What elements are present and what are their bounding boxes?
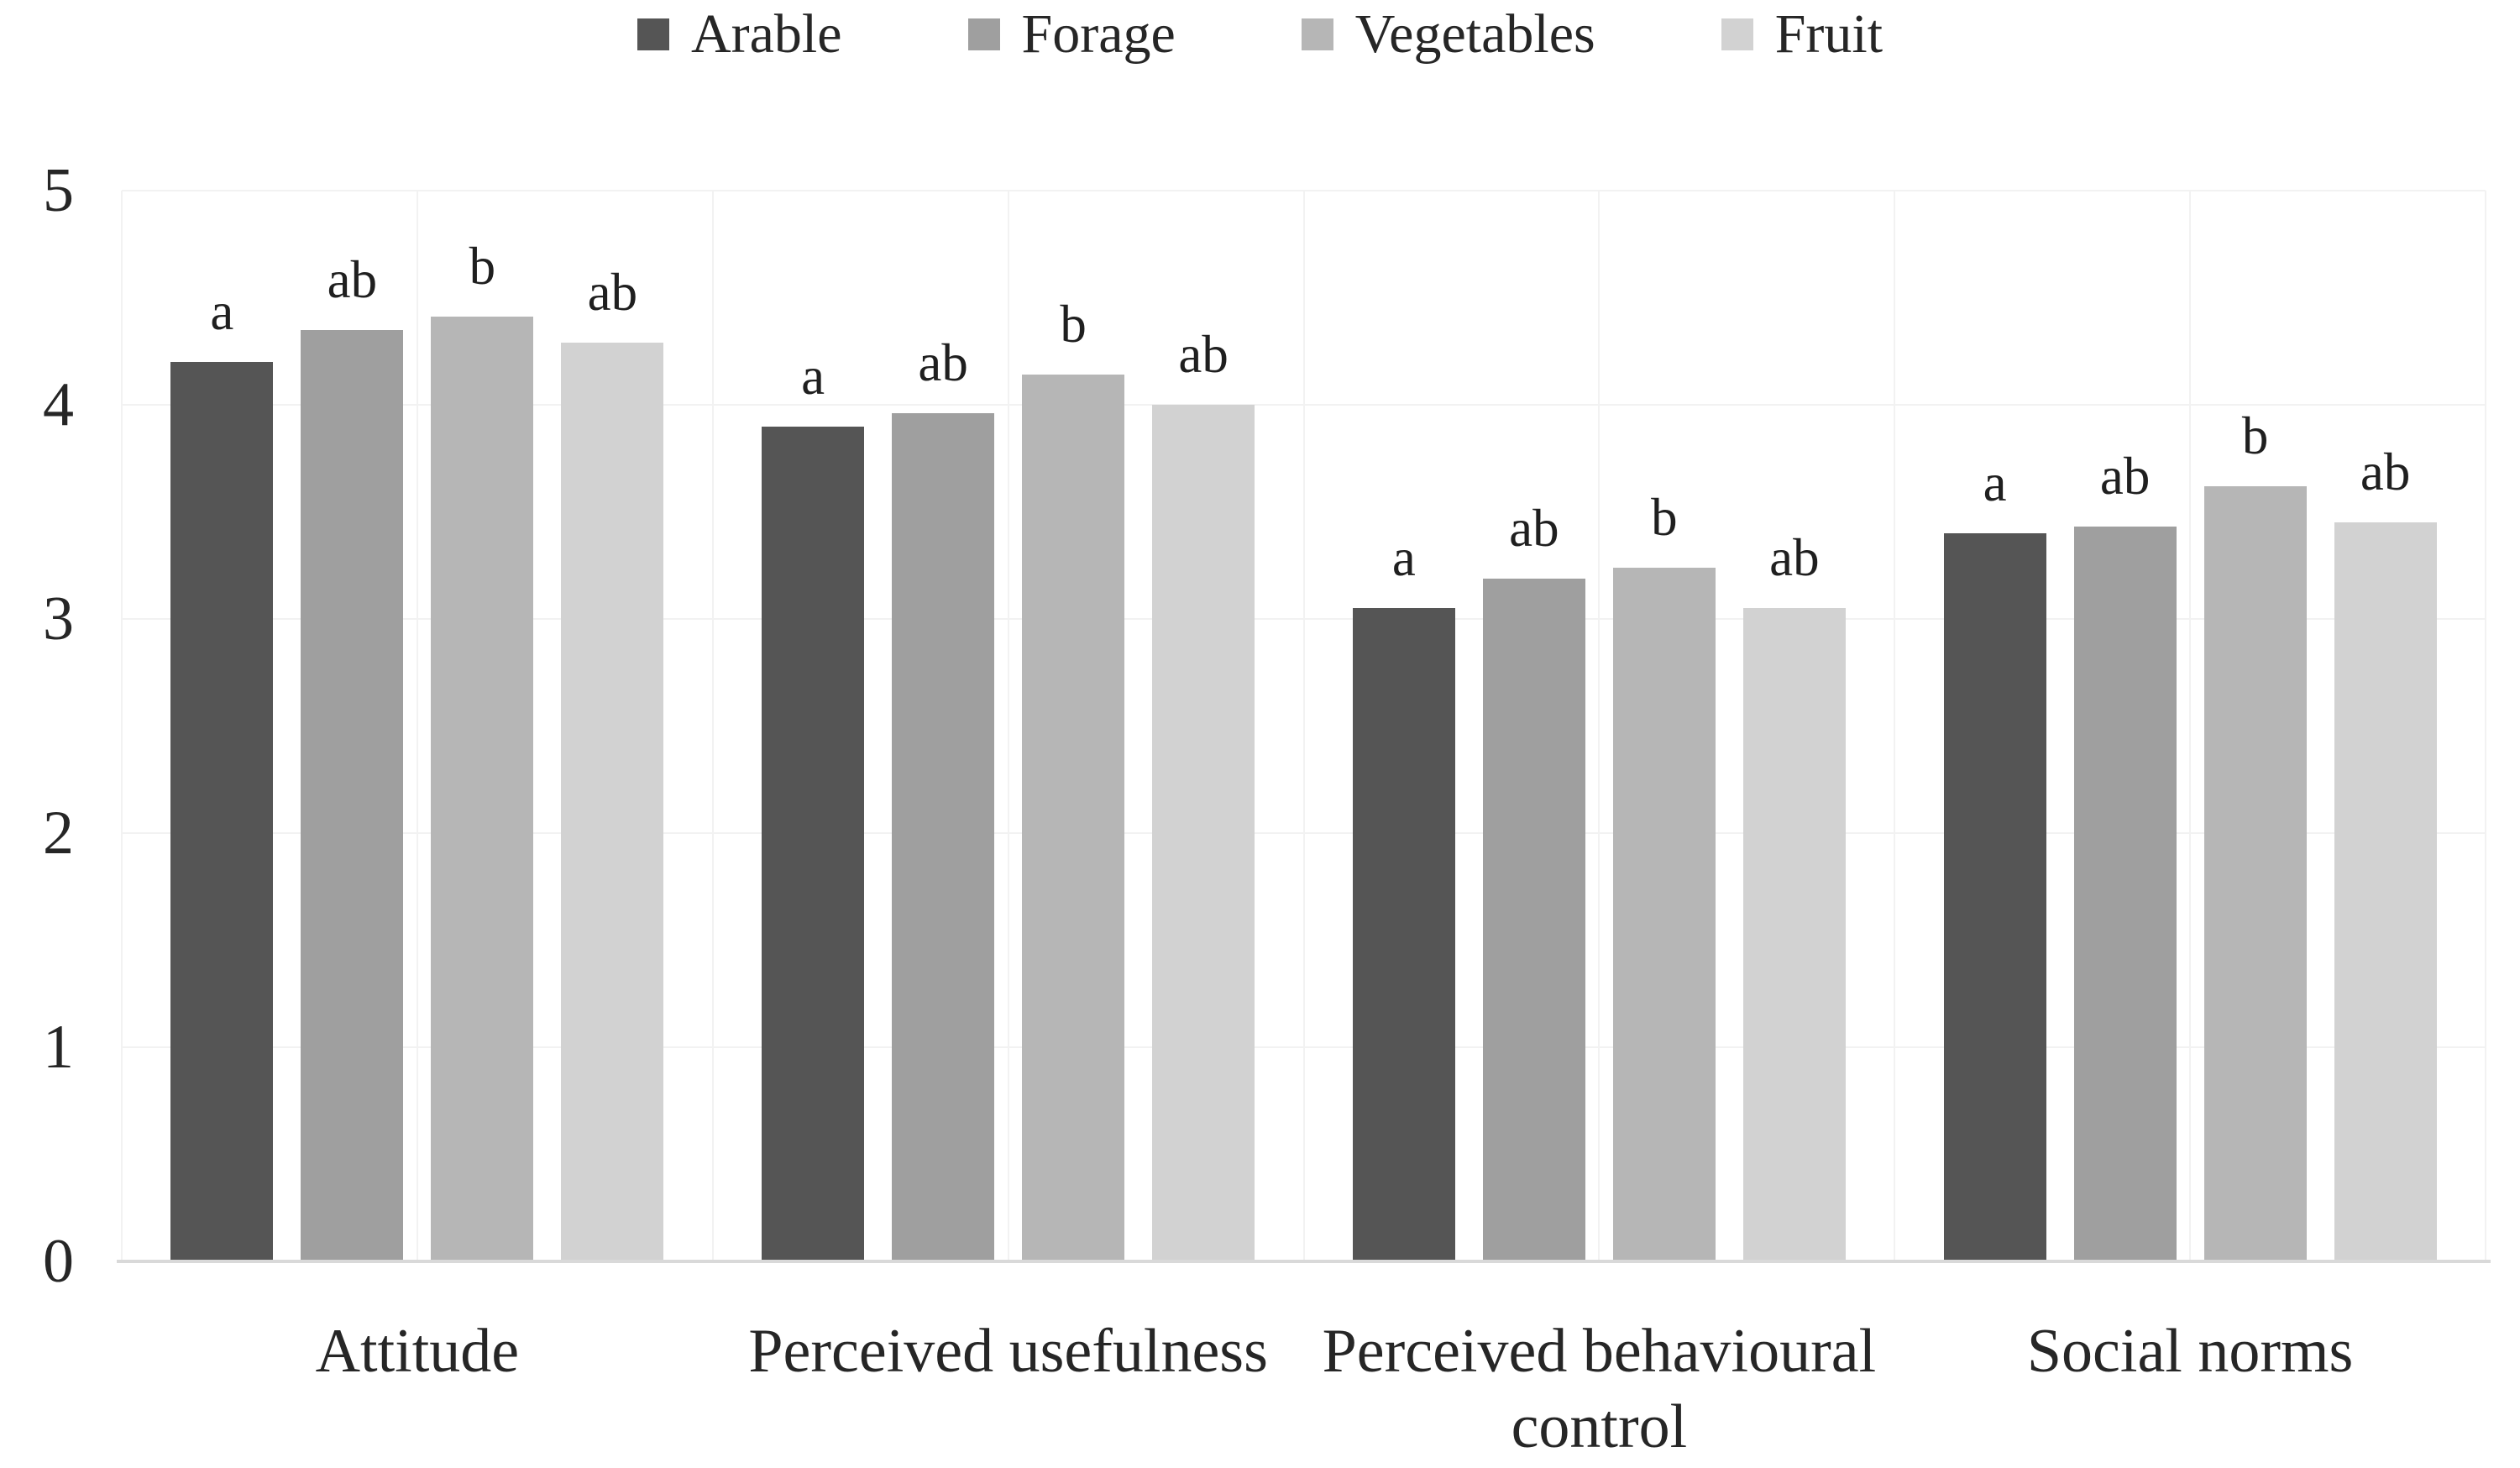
sig-letter-social-norms-forage: ab bbox=[2099, 447, 2151, 506]
legend-label-forage: Forage bbox=[1021, 3, 1176, 65]
sig-letter-social-norms-arable: a bbox=[1983, 454, 2007, 512]
sig-letter-attitude-forage: ab bbox=[327, 249, 378, 309]
sig-letter-perceived-usefulness-vegetables: b bbox=[1060, 295, 1087, 354]
gridline-vertical-7 bbox=[2189, 191, 2192, 1261]
plot-area: a ab b ab a ab b ab a ab b ab a ab b ab bbox=[117, 190, 2491, 1263]
bar-attitude-arable bbox=[170, 362, 274, 1261]
sig-letter-social-norms-vegetables: b bbox=[2241, 406, 2269, 465]
sig-letter-perceived-behavioural-control-vegetables: b bbox=[1651, 487, 1678, 547]
gridline-vertical-3 bbox=[1007, 191, 1009, 1261]
sig-letter-attitude-vegetables: b bbox=[469, 237, 496, 296]
x-category-label-perceived-behavioural-control: Perceived behavioural control bbox=[1322, 1317, 1877, 1462]
bar-social-norms-fruit bbox=[2334, 522, 2437, 1261]
bar-social-norms-arable bbox=[1943, 533, 2046, 1261]
y-tick-label-3: 3 bbox=[43, 585, 74, 653]
sig-letter-perceived-behavioural-control-arable: a bbox=[1391, 528, 1416, 588]
y-tick-label-2: 2 bbox=[43, 799, 74, 868]
bar-perceived-behavioural-control-arable bbox=[1352, 608, 1455, 1261]
x-axis-line bbox=[117, 1260, 2491, 1263]
x-category-label-perceived-usefulness: Perceived usefulness bbox=[748, 1317, 1268, 1386]
gridline-vertical-6 bbox=[1894, 191, 1896, 1261]
chart-legend: Arable Forage Vegetables Fruit bbox=[0, 7, 2520, 62]
legend-label-arable: Arable bbox=[690, 3, 842, 65]
bar-attitude-forage bbox=[301, 329, 404, 1261]
sig-letter-attitude-fruit: ab bbox=[587, 263, 638, 322]
bar-perceived-behavioural-control-vegetables bbox=[1612, 567, 1716, 1261]
legend-label-vegetables: Vegetables bbox=[1354, 3, 1595, 65]
legend-item-arable: Arable bbox=[637, 7, 842, 62]
bar-perceived-usefulness-arable bbox=[762, 426, 865, 1261]
sig-letter-perceived-behavioural-control-forage: ab bbox=[1509, 498, 1559, 558]
y-tick-label-0: 0 bbox=[43, 1227, 74, 1296]
bar-perceived-usefulness-vegetables bbox=[1022, 375, 1125, 1261]
bar-perceived-usefulness-forage bbox=[892, 413, 995, 1261]
sig-letter-perceived-usefulness-forage: ab bbox=[918, 333, 968, 393]
legend-label-fruit: Fruit bbox=[1774, 3, 1883, 65]
y-tick-label-5: 5 bbox=[43, 156, 74, 225]
bar-perceived-usefulness-fruit bbox=[1152, 405, 1255, 1261]
y-tick-label-4: 4 bbox=[43, 370, 74, 439]
legend-swatch-forage bbox=[967, 18, 1000, 50]
gridline-vertical-5 bbox=[1598, 191, 1601, 1261]
bar-social-norms-forage bbox=[2073, 527, 2177, 1261]
gridline-vertical-2 bbox=[711, 191, 714, 1261]
sig-letter-perceived-usefulness-fruit: ab bbox=[1178, 325, 1229, 384]
sig-letter-attitude-arable: a bbox=[210, 282, 234, 341]
x-category-label-social-norms: Social norms bbox=[2026, 1317, 2354, 1386]
gridline-vertical-8 bbox=[2485, 191, 2486, 1261]
gridline-vertical-4 bbox=[1302, 191, 1305, 1261]
gridline-vertical-0 bbox=[121, 191, 123, 1261]
legend-item-forage: Forage bbox=[967, 3, 1176, 65]
legend-item-fruit: Fruit bbox=[1721, 7, 1883, 62]
bar-attitude-vegetables bbox=[431, 317, 534, 1261]
sig-letter-perceived-behavioural-control-fruit: ab bbox=[1769, 528, 1820, 588]
y-tick-label-1: 1 bbox=[43, 1013, 74, 1082]
sig-letter-social-norms-fruit: ab bbox=[2360, 443, 2411, 502]
bar-attitude-fruit bbox=[561, 343, 664, 1261]
legend-swatch-fruit bbox=[1721, 18, 1753, 50]
legend-swatch-arable bbox=[637, 18, 669, 50]
bar-social-norms-vegetables bbox=[2203, 485, 2307, 1261]
x-category-label-attitude: Attitude bbox=[315, 1317, 520, 1386]
bar-perceived-behavioural-control-forage bbox=[1482, 578, 1585, 1261]
legend-item-vegetables: Vegetables bbox=[1301, 3, 1595, 65]
legend-swatch-vegetables bbox=[1301, 18, 1333, 50]
gridline-vertical-1 bbox=[416, 191, 418, 1261]
bar-perceived-behavioural-control-fruit bbox=[1742, 608, 1846, 1261]
sig-letter-perceived-usefulness-arable: a bbox=[801, 346, 825, 406]
